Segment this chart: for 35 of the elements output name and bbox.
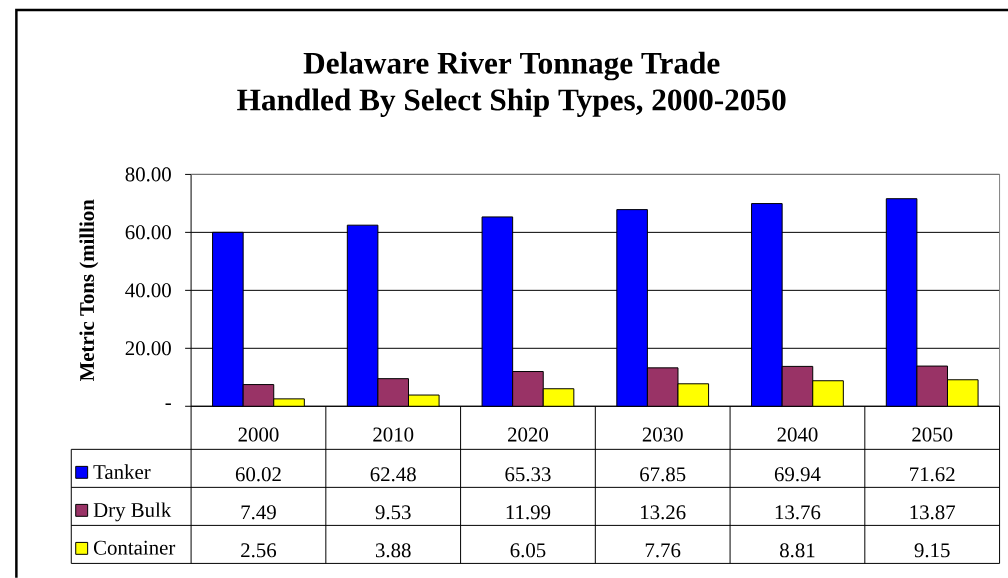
data-label: 69.94 xyxy=(774,467,821,482)
x-tick-label: 2010 xyxy=(373,427,414,442)
legend-label: Container xyxy=(93,540,176,555)
chart-title: Delaware River Tonnage Trade xyxy=(303,51,720,81)
y-tick-label: - xyxy=(165,403,171,406)
legend-label: Dry Bulk xyxy=(93,502,172,522)
data-label: 65.33 xyxy=(505,467,551,482)
y-axis-title: Metric Tons (million xyxy=(79,199,99,382)
data-label: 11.99 xyxy=(506,505,551,520)
x-tick-label: 2050 xyxy=(912,427,953,442)
y-tick-label: 80.00 xyxy=(125,167,171,182)
data-label: 71.62 xyxy=(910,467,955,482)
data-label: 9.53 xyxy=(375,505,411,520)
x-tick-label: 2000 xyxy=(238,427,279,442)
y-tick-label: 60.00 xyxy=(125,225,171,240)
x-tick-label: 2030 xyxy=(642,427,683,442)
x-tick-label: 2040 xyxy=(777,427,818,442)
y-tick-label: 40.00 xyxy=(125,283,171,298)
data-label: 13.26 xyxy=(641,505,686,520)
legend-label: Tanker xyxy=(93,464,151,480)
x-tick-label: 2020 xyxy=(508,427,549,442)
data-label: 3.88 xyxy=(375,543,411,558)
chart-subtitle: Handled By Select Ship Types, 2000-2050 xyxy=(237,88,786,118)
data-label: 13.76 xyxy=(775,505,821,520)
data-label: 8.81 xyxy=(780,543,815,558)
data-label: 9.15 xyxy=(914,543,950,558)
data-label: 7.76 xyxy=(645,543,681,558)
data-label: 60.02 xyxy=(235,467,281,482)
data-label: 2.56 xyxy=(241,543,277,558)
y-tick-label: 20.00 xyxy=(125,341,171,356)
data-label: 67.85 xyxy=(640,467,686,482)
data-label: 7.49 xyxy=(241,505,276,520)
data-label: 62.48 xyxy=(370,467,416,482)
data-label: 6.05 xyxy=(510,543,546,558)
data-label: 13.87 xyxy=(910,505,956,520)
